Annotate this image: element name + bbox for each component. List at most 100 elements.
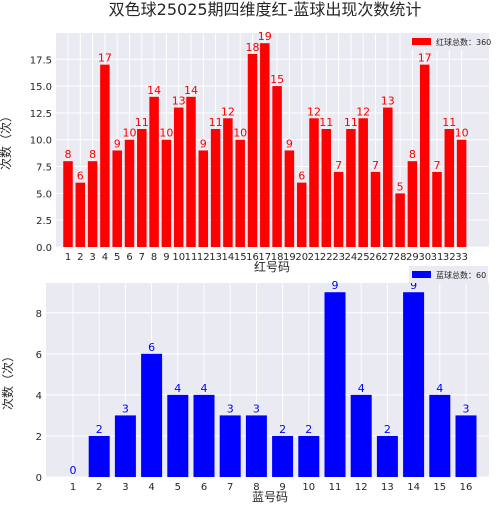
blue-bar — [350, 394, 372, 477]
blue-x-axis-label: 蓝号码 — [252, 490, 288, 504]
red-bar-value-label: 11 — [344, 116, 358, 129]
red-bar-value-label: 6 — [298, 170, 305, 183]
red-y-tick-label: 17.5 — [30, 55, 52, 66]
red-bar-value-label: 11 — [442, 116, 456, 129]
red-x-tick-label: 26 — [369, 252, 382, 263]
red-bar-value-label: 15 — [270, 73, 284, 86]
blue-bar — [114, 415, 136, 477]
red-bar-value-label: 11 — [135, 116, 149, 129]
blue-bar — [272, 435, 294, 477]
red-bar — [346, 129, 356, 247]
blue-x-tick-label: 13 — [381, 482, 394, 493]
red-x-tick-label: 24 — [345, 252, 358, 263]
red-bar — [383, 107, 393, 247]
red-bar — [419, 64, 430, 248]
blue-y-tick-label: 4 — [36, 391, 42, 402]
blue-x-tick-label: 1 — [70, 482, 76, 493]
blue-bar-value-label: 3 — [122, 402, 129, 415]
red-x-tick-label: 3 — [89, 252, 95, 263]
red-bar-value-label: 13 — [172, 95, 186, 108]
red-x-tick-label: 10 — [172, 252, 185, 263]
red-bar-value-label: 8 — [89, 148, 96, 161]
blue-bar — [193, 394, 215, 477]
blue-bar-value-label: 2 — [384, 423, 391, 436]
red-bar — [272, 86, 282, 247]
red-x-tick-label: 12 — [197, 252, 210, 263]
figure-title: 双色球25025期四维度红-蓝球出现次数统计 — [109, 0, 422, 19]
red-bar-value-label: 18 — [246, 41, 260, 54]
red-y-tick-label: 5.0 — [36, 189, 52, 200]
blue-x-tick-labels: 1 2 3 4 5 6 7 8 9 10 11 12 13 14 15 16 — [70, 482, 473, 493]
red-legend-swatch — [412, 38, 431, 45]
blue-bar — [376, 435, 398, 477]
red-bar — [112, 150, 122, 247]
blue-x-tick-label: 3 — [122, 482, 128, 493]
red-bar-value-label: 12 — [307, 105, 321, 118]
red-bar — [333, 171, 344, 247]
red-bar — [161, 139, 172, 247]
red-bar — [235, 139, 245, 247]
red-bar — [395, 193, 405, 247]
blue-legend-label: 蓝球总数：60 — [436, 270, 486, 280]
red-bar-value-label: 17 — [98, 52, 112, 65]
red-bar-value-label: 5 — [397, 180, 404, 193]
red-bar-value-label: 7 — [372, 159, 379, 172]
blue-bar — [429, 394, 451, 477]
red-bar-value-label: 7 — [335, 159, 342, 172]
blue-bar-value-label: 9 — [410, 279, 417, 292]
red-bar — [309, 118, 319, 247]
red-bar — [149, 96, 159, 248]
blue-bar-value-label: 9 — [332, 279, 339, 292]
red-x-tick-label: 2 — [77, 252, 83, 263]
blue-bar-value-label: 4 — [201, 382, 208, 395]
red-x-axis-label: 红号码 — [254, 259, 290, 274]
red-x-tick-label: 14 — [222, 252, 235, 263]
blue-bar-value-label: 3 — [227, 402, 234, 415]
blue-x-tick-label: 7 — [227, 482, 233, 493]
red-bar-value-label: 8 — [409, 148, 416, 161]
red-x-tick-label: 23 — [332, 252, 345, 263]
red-y-tick-label: 10.0 — [30, 136, 52, 147]
blue-bar — [298, 435, 320, 477]
red-bar — [75, 182, 86, 247]
red-x-tick-label: 33 — [455, 252, 468, 263]
blue-y-tick-label: 8 — [36, 309, 42, 320]
blue-data-labels: 0 2 3 6 4 4 3 3 2 2 9 4 2 9 4 3 — [70, 279, 470, 477]
blue-bar-value-label: 3 — [463, 402, 470, 415]
red-bar-value-label: 8 — [65, 148, 72, 161]
red-x-tick-label: 11 — [185, 252, 198, 263]
red-bar-value-label: 13 — [381, 95, 395, 108]
red-bar — [210, 129, 221, 247]
blue-bar-value-label: 3 — [253, 402, 260, 415]
red-x-tick-label: 1 — [65, 252, 71, 263]
blue-y-axis-label: 次数（次） — [0, 350, 15, 410]
red-x-tick-label: 7 — [139, 252, 145, 263]
blue-x-tick-label: 6 — [201, 482, 207, 493]
blue-x-tick-label: 15 — [433, 482, 446, 493]
red-x-tick-label: 28 — [394, 252, 407, 263]
red-bar — [124, 139, 135, 247]
red-bar-value-label: 12 — [356, 105, 370, 118]
red-y-tick-label: 7.5 — [36, 163, 52, 174]
red-bar — [173, 107, 184, 247]
red-x-tick-label: 25 — [357, 252, 370, 263]
red-y-axis-label: 次数（次） — [0, 110, 13, 170]
red-bar — [296, 182, 307, 247]
red-x-tick-label: 30 — [418, 252, 431, 263]
blue-x-tick-label: 8 — [253, 482, 259, 493]
blue-bar — [403, 292, 425, 477]
red-bar-value-label: 7 — [434, 159, 441, 172]
red-bar — [100, 64, 110, 248]
red-bar — [137, 129, 147, 247]
blue-y-tick-label: 2 — [36, 432, 42, 443]
red-bar-value-label: 14 — [147, 84, 161, 97]
red-bar — [358, 118, 368, 247]
red-legend-box — [409, 33, 488, 50]
red-y-tick-label: 15.0 — [30, 82, 52, 93]
blue-x-tick-label: 4 — [148, 482, 154, 493]
blue-x-tick-label: 5 — [175, 482, 181, 493]
blue-x-tick-label: 9 — [279, 482, 285, 493]
red-bar — [198, 150, 209, 247]
